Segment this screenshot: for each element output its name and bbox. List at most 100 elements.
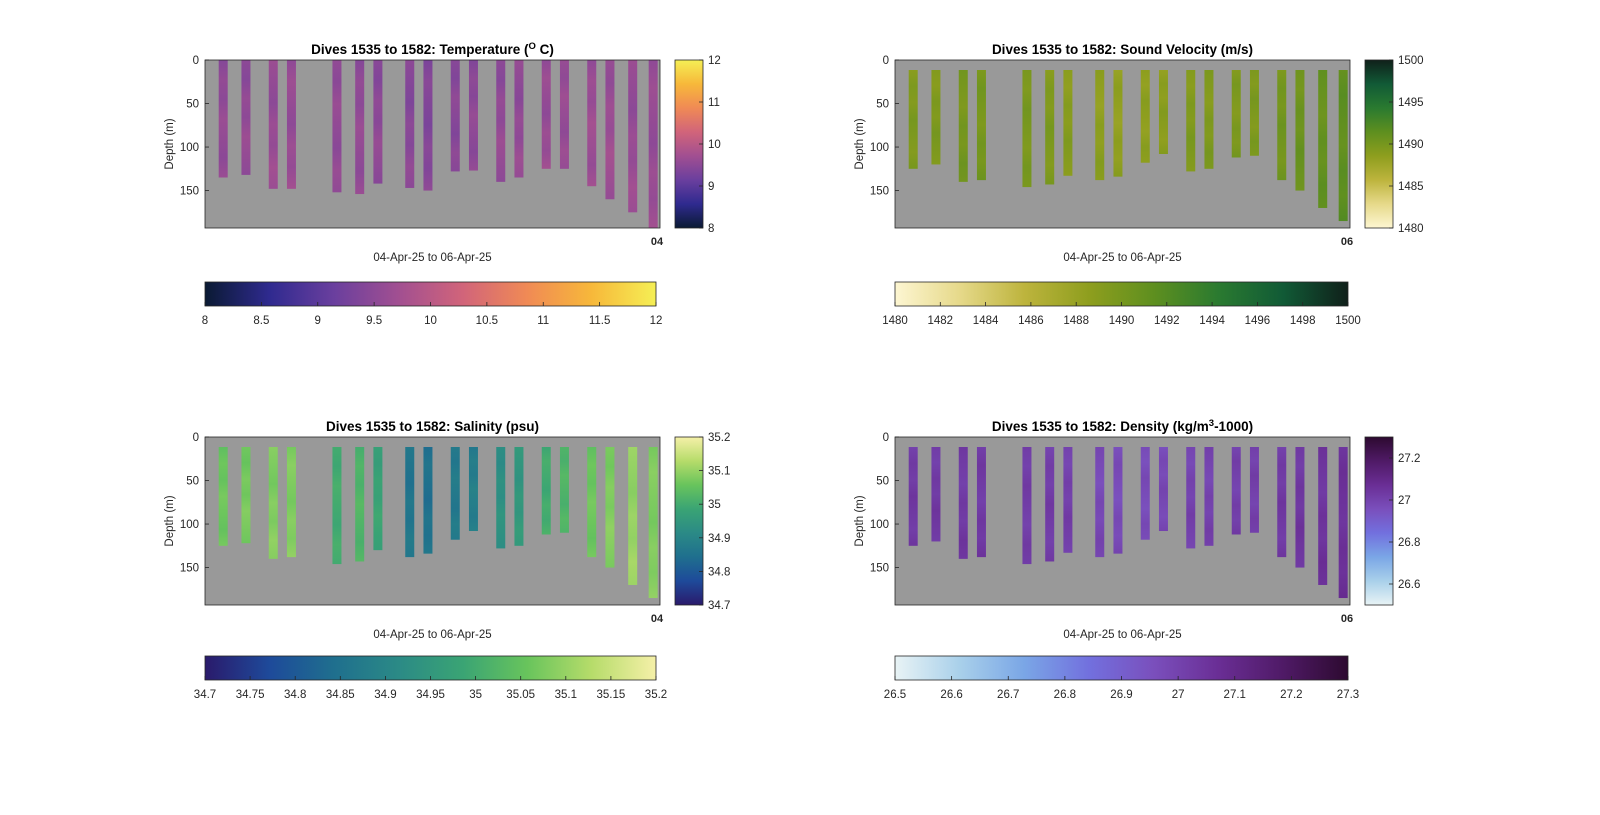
y-tick-label: 0 [883, 55, 889, 67]
y-axis-label: Depth (m) [854, 495, 866, 546]
cast-column [423, 60, 433, 191]
bottom-colorbar-tick-label: 8.5 [253, 315, 269, 327]
bottom-colorbar-tick-label: 1484 [973, 315, 999, 327]
bottom-colorbar-tick-label: 1480 [882, 315, 908, 327]
x-axis-label: 04-Apr-25 to 06-Apr-25 [1063, 252, 1181, 264]
bottom-colorbar-tick-label: 1486 [1018, 315, 1044, 327]
cast-column [1249, 70, 1259, 156]
side-colorbar-tick-label: 35.2 [708, 432, 730, 444]
side-colorbar [674, 59, 704, 229]
cast-column [268, 60, 278, 189]
side-colorbar-tick-label: 34.8 [708, 566, 730, 578]
cast-column [450, 60, 460, 172]
side-colorbar [674, 436, 704, 606]
side-colorbar-tick-label: 34.9 [708, 533, 730, 545]
cast-column [496, 447, 506, 549]
cast-column [1140, 447, 1150, 540]
cast-column [450, 447, 460, 540]
axes-frame [894, 436, 1351, 606]
bottom-colorbar-tick-label: 9.5 [366, 315, 382, 327]
cast-column [541, 60, 551, 169]
cast-column [958, 447, 968, 559]
cast-column [355, 447, 365, 562]
cast-column [468, 60, 478, 171]
bottom-colorbar-tick-label: 27.3 [1337, 689, 1359, 701]
side-colorbar-tick-label: 1490 [1398, 139, 1424, 151]
bottom-colorbar-tick-label: 8 [202, 315, 208, 327]
cast-column [514, 447, 524, 546]
cast-column [1022, 447, 1032, 565]
y-tick-label: 50 [876, 99, 889, 111]
bottom-colorbar-tick-label: 27.2 [1280, 689, 1302, 701]
bottom-colorbar-tick-label: 1494 [1199, 315, 1225, 327]
chart-title: Dives 1535 to 1582: Sound Velocity (m/s) [992, 42, 1253, 57]
plot-area [205, 437, 660, 605]
cast-column [605, 447, 615, 568]
side-colorbar-tick-label: 1485 [1398, 181, 1424, 193]
x-axis-label: 04-Apr-25 to 06-Apr-25 [1063, 629, 1181, 641]
cast-column [648, 60, 658, 228]
cast-column [976, 70, 986, 181]
bottom-colorbar-tick-label: 1496 [1245, 315, 1271, 327]
bottom-colorbar-tick-label: 26.6 [940, 689, 962, 701]
side-colorbar-tick-label: 27 [1398, 495, 1411, 507]
cast-column [468, 447, 478, 532]
cast-column [1318, 447, 1328, 585]
y-tick-label: 50 [186, 99, 199, 111]
cast-column [1022, 70, 1032, 188]
bottom-colorbar-tick-label: 1492 [1154, 315, 1180, 327]
axes-frame [894, 59, 1351, 229]
cast-column [241, 60, 251, 175]
side-colorbar-tick-label: 35 [708, 499, 721, 511]
y-axis-label: Depth (m) [164, 118, 176, 169]
y-tick-label: 100 [180, 142, 199, 154]
cast-column [1338, 447, 1348, 599]
bottom-colorbar-tick-label: 1500 [1335, 315, 1361, 327]
y-tick-label: 150 [180, 563, 199, 575]
axes-frame [204, 59, 661, 229]
cast-column [605, 60, 615, 200]
cast-column [1045, 447, 1055, 562]
bottom-colorbar-tick-label: 12 [650, 315, 663, 327]
x-tick-label: 04 [651, 613, 664, 625]
chart-title: Dives 1535 to 1582: Density (kg/m3-1000) [992, 418, 1253, 434]
cast-column [559, 447, 569, 533]
cast-column [1186, 70, 1196, 172]
bottom-colorbar-tick-label: 27.1 [1224, 689, 1246, 701]
bottom-colorbar-tick-label: 1488 [1063, 315, 1089, 327]
side-colorbar-tick-label: 27.2 [1398, 453, 1420, 465]
cast-column [1249, 447, 1259, 533]
bottom-colorbar-tick-label: 26.5 [884, 689, 906, 701]
cast-column [1063, 447, 1073, 553]
side-colorbar-tick-label: 11 [708, 97, 720, 109]
x-tick-label: 06 [1341, 236, 1353, 248]
cast-column [332, 60, 342, 193]
panel-2: 0 50 100 150 06 Depth (m) 04-Apr-25 to 06-Apr-… [854, 42, 1424, 327]
cast-column [908, 70, 918, 169]
cast-column [1318, 70, 1328, 208]
cast-column [1140, 70, 1150, 163]
cast-column [496, 60, 506, 182]
cast-column [1158, 447, 1168, 532]
cast-column [1045, 70, 1055, 185]
cast-column [286, 60, 296, 189]
bottom-colorbar-tick-label: 27 [1172, 689, 1185, 701]
panel-3: 0 50 100 150 04 Depth (m) 04-Apr-25 to 06-Apr-… [164, 419, 730, 701]
bottom-colorbar-tick-label: 35.1 [555, 689, 577, 701]
bottom-colorbar-tick-label: 34.95 [416, 689, 445, 701]
side-colorbar-tick-label: 10 [708, 139, 721, 151]
cast-column [1277, 447, 1287, 558]
chart-title: Dives 1535 to 1582: Salinity (psu) [326, 419, 539, 434]
cast-column [405, 447, 415, 558]
cast-column [1231, 70, 1241, 158]
axes-frame [204, 436, 661, 606]
cast-column [514, 60, 524, 178]
cast-column [1204, 447, 1214, 546]
cast-column [587, 60, 597, 187]
panel-1: 0 50 100 150 04 Depth (m) 04-Apr-25 to 06-Apr-… [164, 41, 721, 327]
x-axis-label: 04-Apr-25 to 06-Apr-25 [373, 252, 491, 264]
bottom-colorbar-tick-label: 26.7 [997, 689, 1019, 701]
y-tick-label: 150 [870, 186, 889, 198]
side-colorbar-tick-label: 1480 [1398, 223, 1424, 235]
